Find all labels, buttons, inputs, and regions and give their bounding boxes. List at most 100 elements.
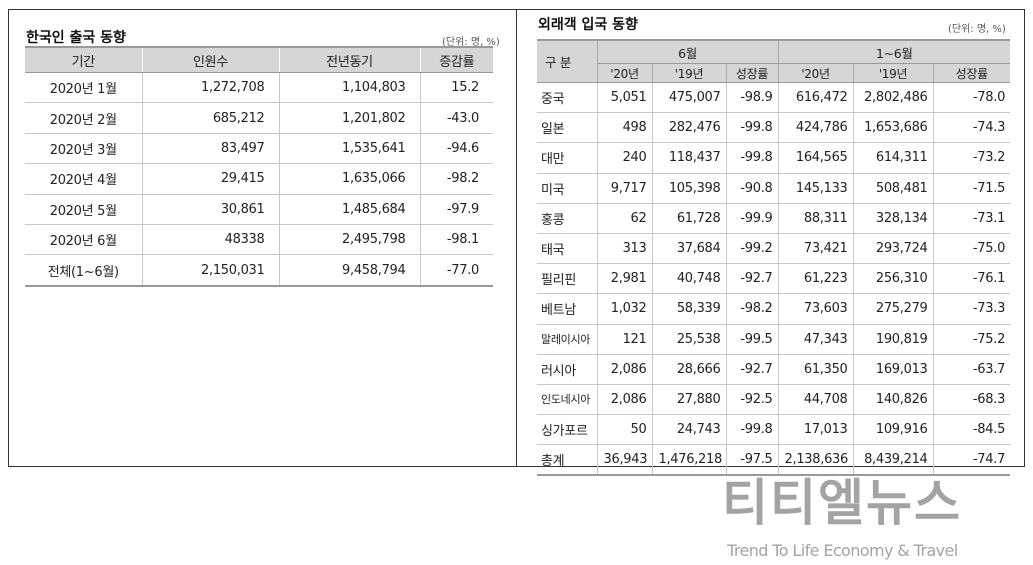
inbound-subheader-cell: 성장률 (726, 63, 779, 83)
inbound-country-cell: 태국 (537, 233, 598, 265)
table-row: 2020년 5월 30,861 1,485,684 -97.9 (25, 194, 493, 225)
inbound-country-cell: 홍콩 (537, 203, 598, 234)
inbound-table-body: 중국 5,051 475,007 -98.9 616,472 2,802,486 -78.0… (537, 82, 1011, 477)
inbound-cell: 256,310 (853, 263, 934, 295)
inbound-cell: 498 (597, 112, 653, 144)
inbound-cell: -76.1 (933, 263, 1011, 295)
outbound-cell: 1,201,802 (279, 102, 421, 134)
outbound-cell: -77.0 (420, 254, 493, 287)
inbound-unit: (단위: 명, %) (948, 24, 1006, 35)
inbound-cell: -71.5 (933, 173, 1011, 204)
inbound-subheader-cell: '19년 (853, 63, 934, 83)
table-row: 2020년 3월 83,497 1,535,641 -94.6 (25, 133, 493, 165)
inbound-cell: -75.0 (933, 233, 1011, 265)
outbound-cell: 15.2 (420, 72, 493, 104)
inbound-country-cell: 싱가포르 (537, 414, 598, 446)
inbound-cell: 293,724 (853, 233, 934, 265)
inbound-title: 외래객 입국 동향 (538, 17, 638, 33)
inbound-cell: 1,032 (597, 293, 653, 325)
outbound-cell: -98.1 (420, 224, 493, 256)
outbound-cell: 1,635,066 (279, 163, 421, 195)
inbound-cell: 61,223 (778, 263, 854, 295)
brand-slogan: Trend To Life Economy & Travel (727, 541, 958, 560)
inbound-cell: 282,476 (652, 112, 727, 144)
inbound-country-cell: 미국 (537, 173, 598, 204)
inbound-header-gubun: 구 분 (537, 39, 598, 83)
inbound-cell: 424,786 (778, 112, 854, 144)
inbound-cell: 17,013 (778, 414, 854, 446)
outbound-cell: 1,485,684 (279, 194, 421, 225)
table-row: 대만 240 118,437 -99.8 164,565 614,311 -73.2 (537, 142, 1011, 174)
inbound-cell: 164,565 (778, 142, 854, 174)
inbound-cell: -90.8 (726, 173, 779, 204)
inbound-cell: 2,802,486 (853, 82, 934, 114)
inbound-cell: -99.8 (726, 414, 779, 446)
table-row: 2020년 1월 1,272,708 1,104,803 15.2 (25, 72, 493, 104)
inbound-cell: -92.7 (726, 354, 779, 385)
inbound-cell: 61,728 (652, 203, 727, 234)
inbound-cell: -99.8 (726, 142, 779, 174)
inbound-cell: 9,717 (597, 173, 653, 204)
inbound-country-cell: 베트남 (537, 293, 598, 325)
inbound-cell: -74.7 (933, 444, 1011, 477)
inbound-country-cell: 러시아 (537, 354, 598, 385)
inbound-country-cell: 일본 (537, 112, 598, 144)
outbound-table-body: 2020년 1월 1,272,708 1,104,803 15.2 2020년 2월 68… (25, 72, 493, 287)
inbound-cell: 614,311 (853, 142, 934, 174)
inbound-table: 구 분 6월 1~6월 '20년 '19년 성장률 '20년 '19년 성장률 중국 5,0… (537, 39, 1011, 477)
inbound-cell: 328,134 (853, 203, 934, 234)
outbound-cell: -94.6 (420, 133, 493, 165)
inbound-cell: 140,826 (853, 384, 934, 416)
inbound-cell: 2,086 (597, 354, 653, 385)
inbound-cell: 37,684 (652, 233, 727, 265)
outbound-cell: 30,861 (142, 194, 280, 225)
inbound-cell: -63.7 (933, 354, 1011, 385)
inbound-table-header: 구 분 6월 1~6월 '20년 '19년 성장률 '20년 '19년 성장률 (537, 39, 1011, 83)
table-row: 홍콩 62 61,728 -99.9 88,311 328,134 -73.1 (537, 203, 1011, 234)
outbound-header-cell: 증감률 (420, 46, 493, 73)
outbound-header-cell: 전년동기 (279, 46, 421, 73)
outbound-cell: 1,272,708 (142, 72, 280, 104)
inbound-cell: 62 (597, 203, 653, 234)
inbound-cell: -74.3 (933, 112, 1011, 144)
inbound-cell: 27,880 (652, 384, 727, 416)
inbound-cell: 475,007 (652, 82, 727, 114)
inbound-cell: 5,051 (597, 82, 653, 114)
table-row: 싱가포르 50 24,743 -99.8 17,013 109,916 -84.5 (537, 414, 1011, 446)
outbound-cell: 29,415 (142, 163, 280, 195)
inbound-cell: -73.1 (933, 203, 1011, 234)
outbound-cell: 2020년 1월 (25, 72, 143, 104)
table-row: 2020년 6월 48338 2,495,798 -98.1 (25, 224, 493, 256)
outbound-header-cell: 기간 (25, 46, 143, 73)
outbound-cell: 전체(1~6월) (25, 254, 143, 287)
brand-logo: 티티엘뉴스 (722, 474, 962, 532)
inbound-cell: 58,339 (652, 293, 727, 325)
table-row: 중국 5,051 475,007 -98.9 616,472 2,802,486 -78.0 (537, 82, 1011, 114)
inbound-cell: -99.9 (726, 203, 779, 234)
inbound-cell: -98.2 (726, 293, 779, 325)
outbound-cell: 1,535,641 (279, 133, 421, 165)
inbound-cell: 118,437 (652, 142, 727, 174)
inbound-cell: 616,472 (778, 82, 854, 114)
inbound-cell: -98.9 (726, 82, 779, 114)
outbound-cell: 2020년 5월 (25, 194, 143, 225)
inbound-cell: -99.8 (726, 112, 779, 144)
table-row: 2020년 4월 29,415 1,635,066 -98.2 (25, 163, 493, 195)
outbound-header-cell: 인원수 (142, 46, 280, 73)
inbound-subheader-cell: 성장률 (933, 63, 1011, 83)
inbound-country-cell: 중국 (537, 82, 598, 114)
outbound-cell: 2020년 3월 (25, 133, 143, 165)
outbound-cell: 1,104,803 (279, 72, 421, 104)
inbound-cell: 25,538 (652, 324, 727, 355)
outbound-cell: -98.2 (420, 163, 493, 195)
inbound-cell: 40,748 (652, 263, 727, 295)
inbound-cell: 1,653,686 (853, 112, 934, 144)
inbound-country-cell: 인도네시아 (537, 384, 598, 416)
inbound-cell: 240 (597, 142, 653, 174)
outbound-cell: 83,497 (142, 133, 280, 165)
inbound-cell: 169,013 (853, 354, 934, 385)
inbound-cell: 8,439,214 (853, 444, 934, 477)
table-row: 말레이시아 121 25,538 -99.5 47,343 190,819 -75.2 (537, 324, 1011, 355)
inbound-cell: 47,343 (778, 324, 854, 355)
inbound-cell: 190,819 (853, 324, 934, 355)
